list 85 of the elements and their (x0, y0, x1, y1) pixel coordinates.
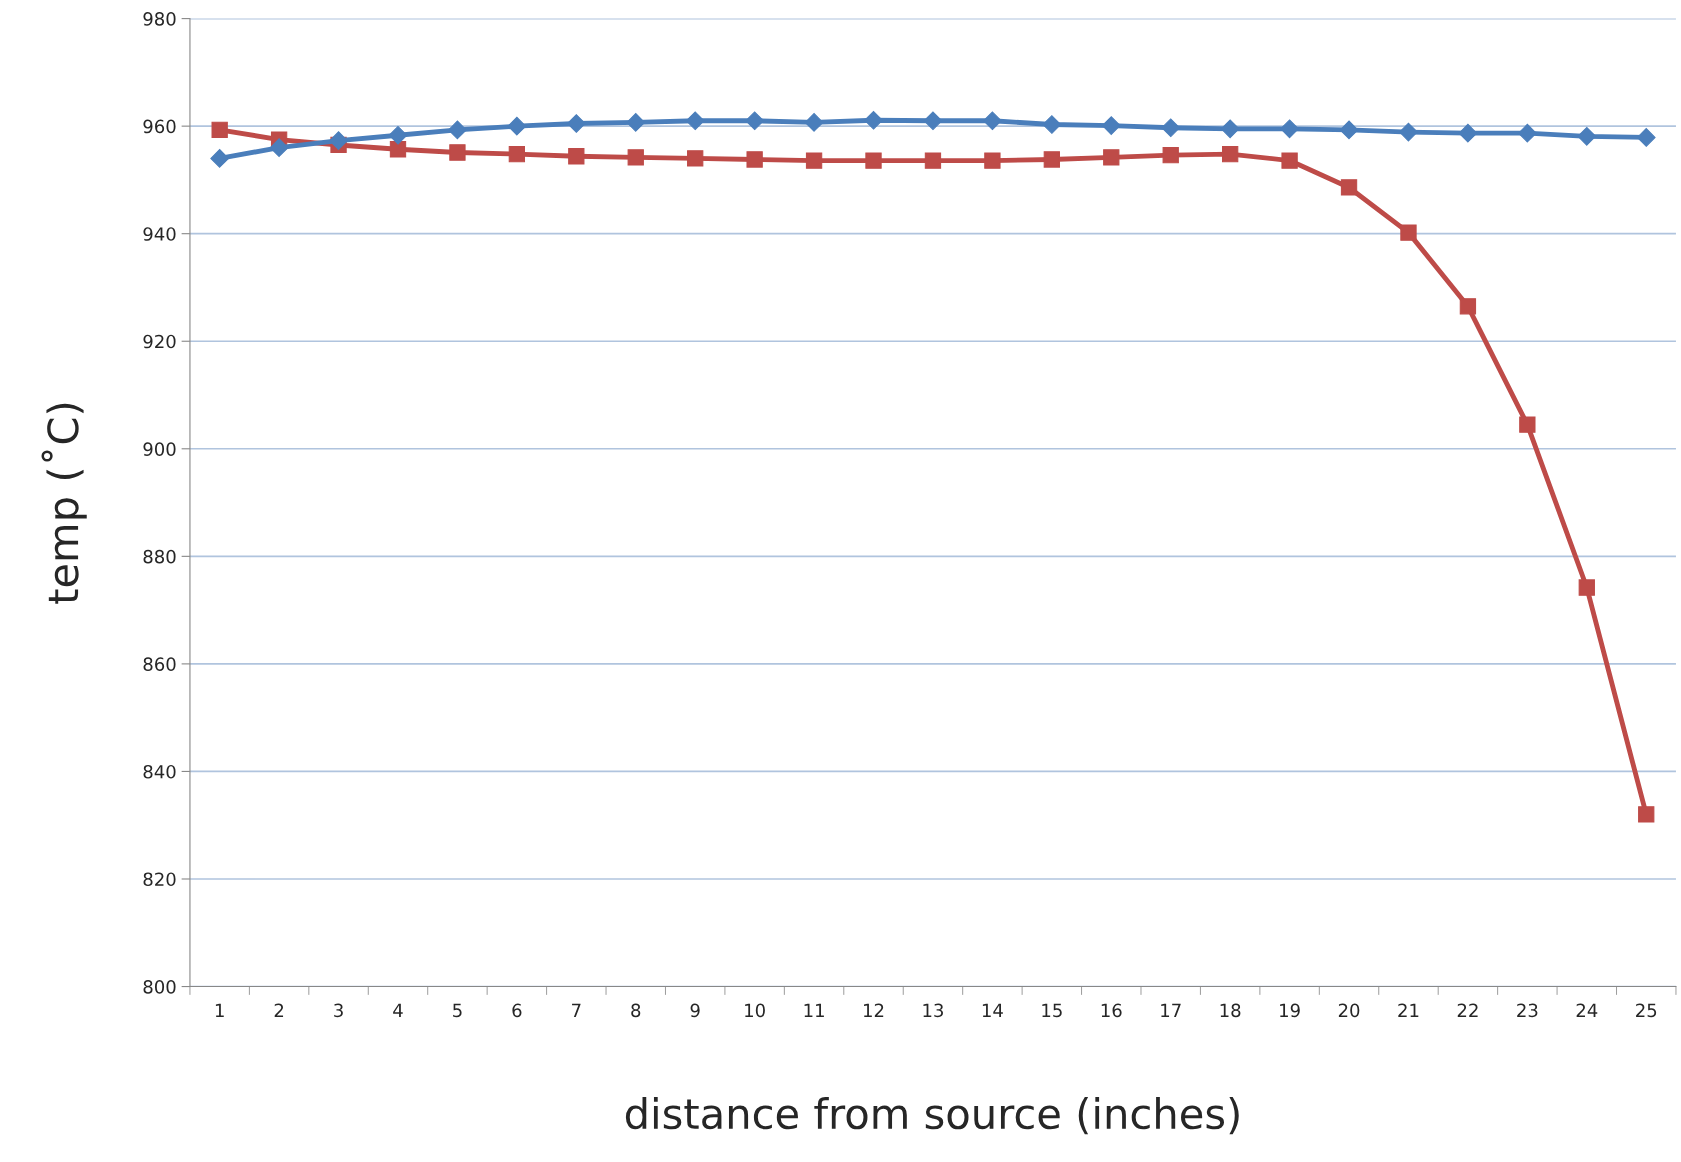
x-tick-label: 5 (453, 1003, 462, 1018)
point (449, 144, 466, 161)
x-tick-label: 20 (1338, 1003, 1360, 1018)
x-tick-label: 12 (864, 1003, 884, 1017)
y-tick-label: 900 (143, 442, 176, 456)
point (1042, 115, 1062, 134)
point (1101, 116, 1121, 135)
point (1043, 151, 1060, 168)
point (1281, 152, 1298, 169)
point (1519, 416, 1536, 433)
point (805, 152, 823, 169)
x-tick-label: 17 (1161, 1003, 1181, 1017)
point (746, 151, 763, 168)
point (983, 111, 1002, 131)
x-tick-label: 19 (1280, 1003, 1300, 1018)
y-tick-label: 940 (143, 227, 176, 241)
y-tick-label: 980 (143, 12, 176, 26)
y-tick-label: 880 (143, 549, 176, 564)
point (626, 113, 646, 132)
x-tick-label: 11 (804, 1003, 824, 1017)
point (1399, 122, 1418, 142)
point (448, 120, 467, 140)
point (389, 141, 407, 158)
point (1459, 298, 1477, 315)
point (1400, 224, 1417, 241)
point (687, 150, 704, 167)
x-tick-label: 1 (215, 1003, 224, 1017)
y-tick-label: 840 (143, 764, 176, 779)
point (508, 145, 526, 163)
y-axis-title: temp (˚C) (41, 403, 87, 604)
point (1340, 179, 1358, 196)
x-tick-label: 10 (745, 1003, 765, 1018)
point (1162, 147, 1179, 164)
x-tick-label: 22 (1457, 1003, 1478, 1017)
point (1103, 149, 1120, 166)
x-tick-label: 23 (1517, 1003, 1538, 1018)
point (1280, 119, 1299, 139)
x-tick-label: 2 (274, 1003, 284, 1017)
y-tick-label: 920 (143, 334, 176, 349)
point (865, 152, 882, 169)
x-tick-label: 25 (1636, 1003, 1657, 1018)
point (1339, 120, 1359, 140)
x-tick-label: 15 (1042, 1003, 1062, 1018)
point (329, 131, 348, 151)
x-tick-label: 18 (1220, 1003, 1241, 1018)
y-tick-label: 820 (143, 872, 176, 887)
point (1636, 128, 1656, 147)
point (685, 111, 705, 131)
y-tick-label: 800 (143, 980, 176, 994)
x-tick-label: 14 (982, 1003, 1003, 1017)
x-tick-label: 24 (1576, 1003, 1598, 1017)
point (804, 113, 824, 132)
x-tick-label: 4 (393, 1003, 403, 1017)
point (1161, 118, 1181, 138)
x-tick-label: 16 (1101, 1003, 1122, 1018)
point (924, 152, 942, 169)
point (566, 114, 586, 133)
point (1458, 123, 1478, 143)
x-tick-label: 6 (512, 1003, 522, 1018)
x-tick-label: 13 (923, 1003, 943, 1018)
point (568, 148, 585, 165)
x-axis-title: distance from source (inches) (625, 1097, 1239, 1135)
x-tick-label: 8 (631, 1003, 641, 1018)
point (1222, 145, 1239, 163)
x-tick-label: 9 (690, 1003, 700, 1018)
point (1577, 127, 1597, 146)
point (745, 111, 764, 131)
x-tick-label: 21 (1398, 1003, 1419, 1017)
point (1220, 119, 1240, 139)
point (388, 125, 408, 145)
point (864, 110, 883, 130)
x-tick-label: 7 (572, 1003, 581, 1017)
point (984, 152, 1001, 169)
point (1638, 806, 1655, 823)
y-tick-label: 960 (143, 119, 176, 134)
point (1518, 123, 1537, 143)
point (269, 138, 289, 158)
y-tick-label: 860 (143, 657, 176, 672)
point (210, 149, 230, 168)
point (627, 149, 644, 166)
point (1578, 579, 1595, 596)
point (211, 121, 228, 139)
point (507, 116, 527, 136)
x-tick-label: 3 (334, 1003, 343, 1018)
point (923, 111, 943, 131)
